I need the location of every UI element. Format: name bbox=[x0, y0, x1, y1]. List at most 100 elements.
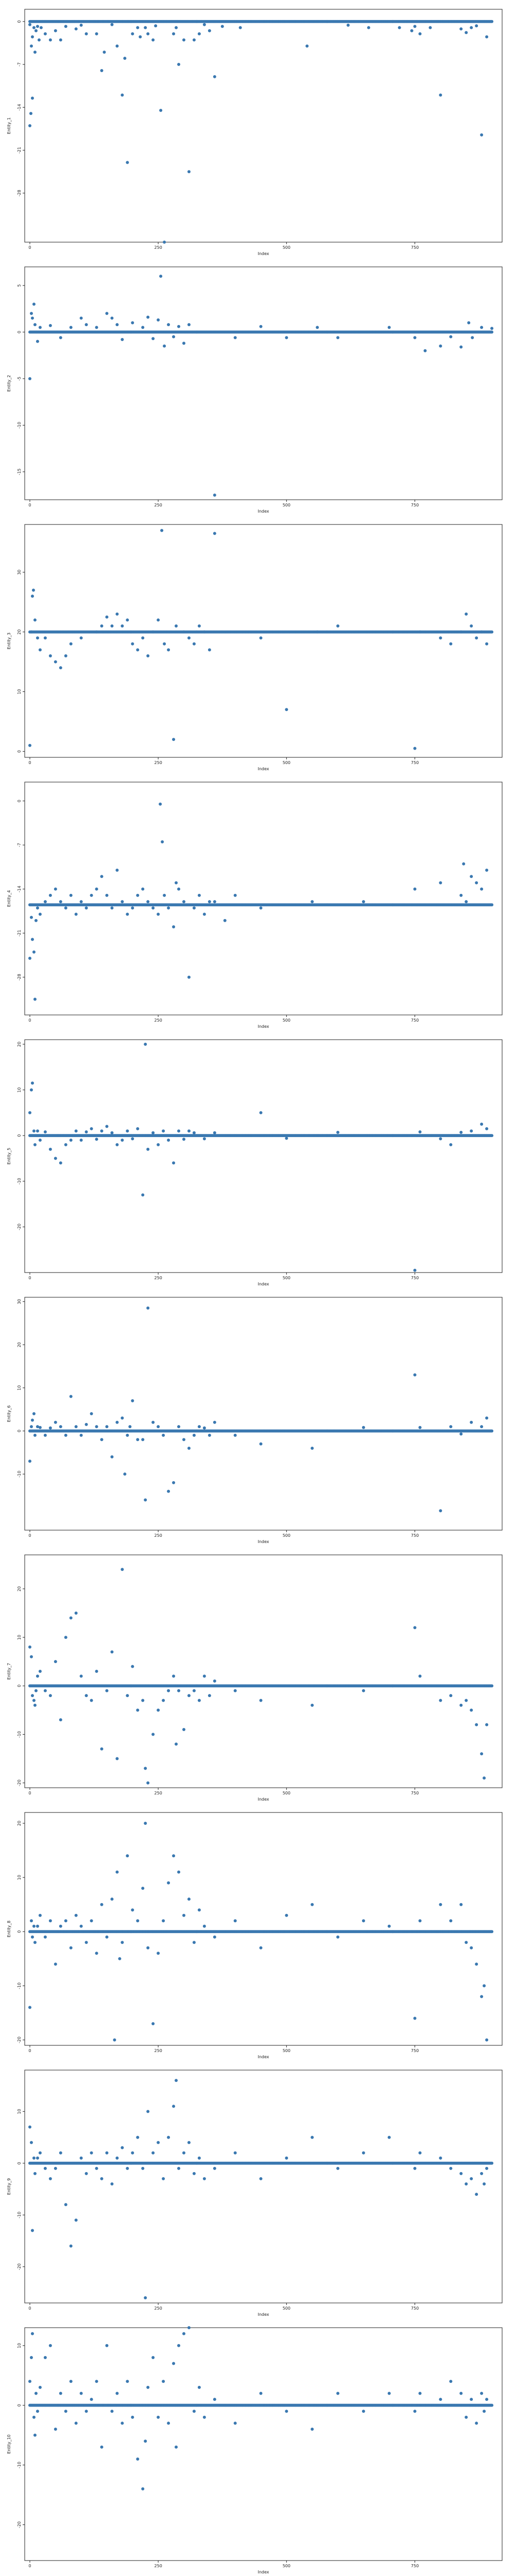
data-point bbox=[172, 1854, 176, 1858]
data-point bbox=[177, 1425, 181, 1429]
data-point bbox=[95, 32, 98, 36]
data-point bbox=[413, 25, 417, 28]
data-point bbox=[187, 323, 191, 327]
data-point bbox=[449, 1694, 453, 1698]
data-point bbox=[449, 335, 453, 338]
data-point bbox=[79, 1138, 83, 1142]
data-point bbox=[362, 1426, 365, 1429]
data-point bbox=[465, 900, 468, 904]
data-point bbox=[480, 887, 484, 891]
data-point bbox=[151, 2022, 155, 2025]
data-point bbox=[33, 50, 37, 54]
y-axis-label: Entity_4 bbox=[7, 890, 11, 907]
data-point bbox=[90, 1919, 93, 1923]
data-point bbox=[413, 747, 417, 750]
data-point bbox=[146, 315, 150, 319]
x-tick-label: 250 bbox=[154, 1018, 162, 1023]
data-point bbox=[34, 1689, 38, 1692]
data-point bbox=[74, 1612, 78, 1615]
data-point bbox=[485, 642, 489, 646]
data-point bbox=[151, 1733, 155, 1736]
data-point bbox=[141, 1699, 145, 1702]
y-tick-label: -10 bbox=[17, 2462, 22, 2468]
data-point bbox=[28, 377, 31, 380]
data-point bbox=[410, 29, 414, 32]
data-point bbox=[465, 2182, 468, 2185]
data-point bbox=[146, 1147, 150, 1151]
data-point bbox=[59, 336, 62, 340]
data-point bbox=[439, 2156, 442, 2160]
y-tick-label: -14 bbox=[17, 104, 22, 111]
data-point bbox=[144, 1042, 147, 1046]
y-tick-label: 30 bbox=[17, 570, 22, 575]
data-point bbox=[187, 1129, 191, 1133]
data-point bbox=[459, 1130, 463, 1134]
data-point bbox=[202, 1426, 206, 1430]
data-point bbox=[259, 2177, 263, 2180]
y-tick-label: 10 bbox=[17, 1385, 22, 1391]
x-tick-label: 500 bbox=[283, 2048, 290, 2053]
data-point bbox=[48, 324, 52, 327]
x-tick-label: 0 bbox=[28, 1276, 31, 1280]
data-point bbox=[167, 1489, 170, 1493]
y-tick-label: 10 bbox=[17, 2343, 22, 2348]
data-point bbox=[157, 618, 160, 622]
x-tick-label: 750 bbox=[411, 760, 419, 765]
data-point bbox=[38, 648, 42, 652]
x-tick-label: 250 bbox=[154, 1791, 162, 1795]
y-tick-label: 10 bbox=[17, 1087, 22, 1092]
data-point bbox=[30, 938, 34, 941]
data-point bbox=[213, 2166, 216, 2170]
data-point bbox=[110, 2182, 114, 2185]
x-tick-label: 750 bbox=[411, 245, 419, 250]
data-point bbox=[213, 1420, 216, 1424]
data-point bbox=[100, 1903, 104, 1906]
data-point bbox=[54, 887, 57, 891]
plot-frame bbox=[24, 2070, 503, 2303]
data-points bbox=[28, 2079, 494, 2299]
data-point bbox=[79, 2156, 83, 2160]
data-point bbox=[131, 1665, 134, 1668]
data-point bbox=[233, 336, 237, 340]
data-point bbox=[172, 32, 176, 36]
data-point bbox=[131, 1137, 134, 1141]
x-axis-label: Index bbox=[258, 509, 269, 514]
data-point bbox=[167, 1138, 170, 1142]
data-point bbox=[100, 1747, 104, 1751]
data-point bbox=[54, 29, 57, 32]
data-point bbox=[202, 1674, 206, 1678]
data-point bbox=[32, 26, 36, 29]
data-point bbox=[459, 630, 463, 634]
data-point bbox=[146, 32, 150, 36]
data-point bbox=[192, 1433, 196, 1437]
data-point bbox=[100, 624, 104, 628]
data-point bbox=[30, 316, 34, 320]
data-point bbox=[36, 1425, 39, 1429]
data-point bbox=[30, 2229, 34, 2232]
data-point bbox=[233, 1689, 237, 1692]
data-point bbox=[43, 1130, 47, 1134]
data-point bbox=[311, 2136, 314, 2139]
data-point bbox=[413, 1373, 417, 1377]
data-point bbox=[483, 1984, 486, 1988]
y-tick-label: 0 bbox=[17, 1430, 22, 1432]
data-point bbox=[84, 323, 88, 327]
data-point bbox=[346, 23, 350, 27]
data-point bbox=[159, 109, 163, 112]
data-point bbox=[238, 26, 242, 29]
data-point bbox=[32, 950, 36, 954]
data-point bbox=[29, 630, 33, 634]
data-point bbox=[192, 642, 196, 646]
data-point bbox=[202, 1924, 206, 1928]
data-point bbox=[136, 26, 140, 29]
data-point bbox=[33, 618, 37, 622]
data-point bbox=[146, 654, 150, 657]
data-point bbox=[59, 1425, 62, 1429]
data-point bbox=[167, 323, 170, 327]
x-tick-label: 0 bbox=[28, 2564, 31, 2568]
data-point bbox=[485, 1127, 489, 1130]
data-point bbox=[480, 630, 484, 634]
data-point bbox=[28, 1111, 31, 1114]
data-point bbox=[418, 630, 422, 634]
data-point bbox=[175, 2079, 178, 2082]
